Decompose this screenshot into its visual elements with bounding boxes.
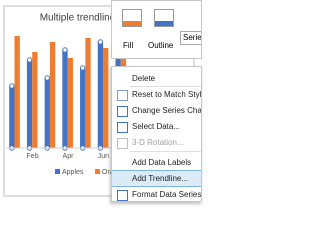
x-tick-label: Jun bbox=[98, 153, 109, 160]
selection-handle bbox=[97, 39, 104, 45]
bar bbox=[85, 38, 91, 148]
page: Multiple trendlines FebAprJunApplesOrang… bbox=[3, 0, 202, 202]
menu-item[interactable]: Add Trendline... bbox=[112, 170, 201, 187]
menu-item-label: Format Data Series... bbox=[132, 190, 202, 199]
menu-item-label: Add Trendline... bbox=[132, 174, 189, 183]
menu-item[interactable]: Select Data... bbox=[112, 119, 201, 134]
bar bbox=[62, 50, 68, 148]
legend-swatch bbox=[95, 169, 100, 174]
bar bbox=[32, 52, 38, 148]
chart-title: Multiple trendlines bbox=[40, 13, 121, 24]
menu-item-label: Reset to Match Style bbox=[132, 90, 202, 99]
selection-handle bbox=[80, 65, 86, 71]
menu-item-label: Add Data Labels bbox=[132, 158, 192, 167]
menu-icon bbox=[117, 190, 128, 201]
menu-item[interactable]: Delete bbox=[112, 71, 201, 86]
menu-item-label: Select Data... bbox=[132, 122, 181, 131]
selection-handle bbox=[62, 47, 68, 53]
x-tick-label: Apr bbox=[63, 153, 75, 160]
bar bbox=[14, 36, 20, 148]
bar bbox=[49, 42, 56, 148]
legend-swatch bbox=[55, 169, 60, 174]
selection-handle bbox=[44, 75, 50, 81]
series-dropdown[interactable]: Series "A bbox=[180, 31, 201, 45]
bar bbox=[67, 58, 73, 148]
outline-button[interactable] bbox=[154, 9, 174, 27]
context-menu: Delete Reset to Match Style Change Series … bbox=[111, 66, 202, 202]
menu-item[interactable]: Add Data Labels bbox=[112, 155, 201, 170]
bar bbox=[97, 42, 104, 148]
menu-icon bbox=[117, 106, 128, 117]
menu-separator bbox=[130, 151, 201, 152]
menu-icon bbox=[117, 138, 128, 149]
legend-label: Apples bbox=[62, 169, 84, 176]
menu-icon bbox=[117, 90, 128, 101]
menu-item[interactable]: Format Data Series... bbox=[112, 187, 202, 201]
menu-icon bbox=[117, 122, 128, 133]
fill-button[interactable] bbox=[122, 9, 142, 27]
outline-label: Outline bbox=[148, 41, 174, 50]
mini-toolbar: Fill Outline Series "A bbox=[111, 0, 202, 59]
menu-item[interactable]: Reset to Match Style bbox=[112, 87, 201, 102]
menu-item: 3-D Rotation... bbox=[112, 135, 201, 150]
selection-handle bbox=[26, 57, 33, 63]
selection-handle bbox=[9, 83, 15, 89]
menu-item-label: Delete bbox=[132, 74, 156, 83]
menu-item[interactable]: Change Series Chart Type... bbox=[112, 103, 201, 118]
bar bbox=[44, 78, 50, 148]
bar bbox=[103, 48, 109, 148]
bar bbox=[9, 86, 15, 148]
menu-separator bbox=[130, 86, 201, 87]
menu-item-label: 3-D Rotation... bbox=[132, 138, 184, 147]
fill-label: Fill bbox=[123, 41, 134, 50]
bar bbox=[26, 60, 33, 148]
x-tick-label: Feb bbox=[27, 153, 39, 160]
menu-item-label: Change Series Chart Type... bbox=[132, 106, 202, 115]
bar bbox=[80, 68, 86, 148]
